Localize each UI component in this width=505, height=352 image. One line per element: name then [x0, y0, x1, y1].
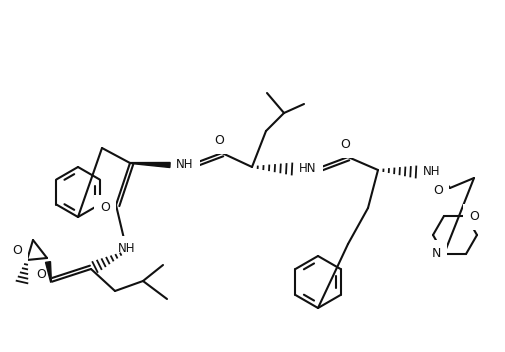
Text: O: O	[12, 244, 22, 257]
Text: HN: HN	[298, 163, 316, 176]
Polygon shape	[45, 262, 52, 282]
Text: O: O	[214, 134, 224, 147]
Text: O: O	[36, 269, 46, 282]
Text: O: O	[339, 138, 349, 151]
Text: O: O	[432, 184, 442, 197]
Text: O: O	[100, 201, 110, 214]
Text: NH: NH	[176, 158, 193, 171]
Text: N: N	[430, 246, 440, 259]
Text: NH: NH	[422, 165, 440, 178]
Text: NH: NH	[118, 241, 135, 254]
Polygon shape	[130, 163, 170, 168]
Text: O: O	[468, 210, 478, 224]
